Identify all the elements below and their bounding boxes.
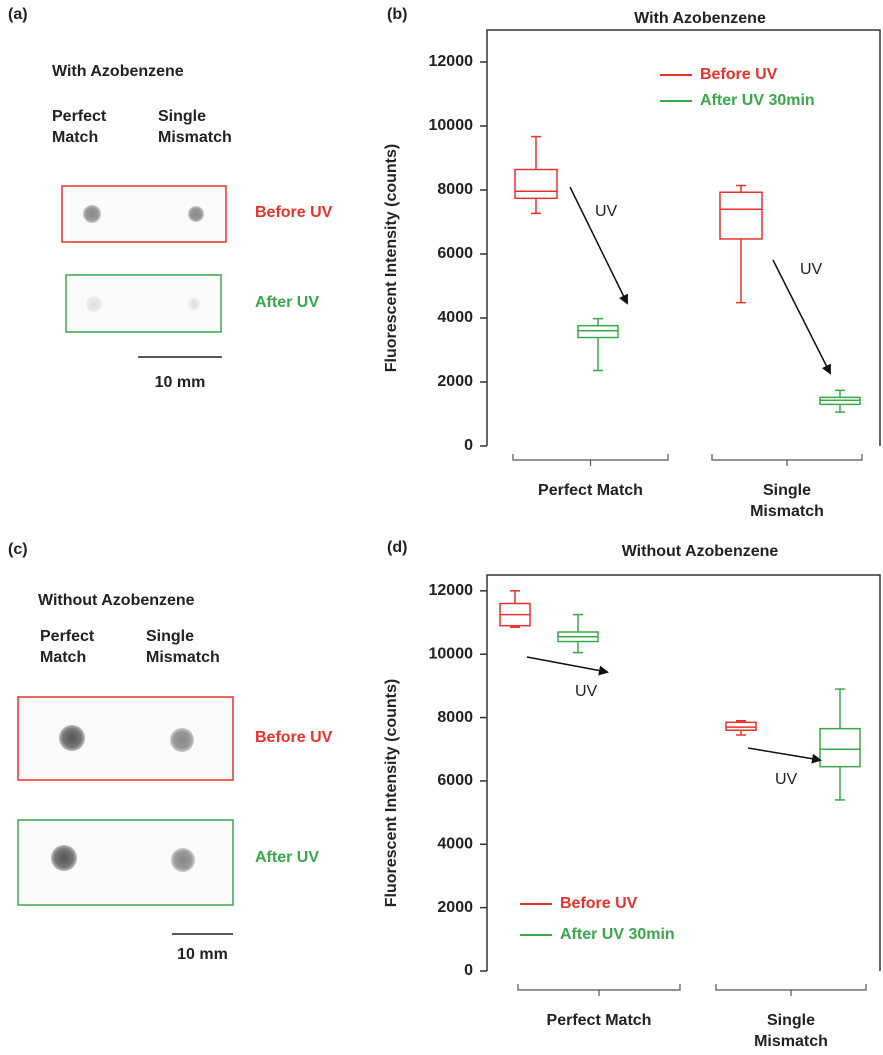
spot xyxy=(83,205,101,223)
y-tick-label: 8000 xyxy=(437,181,473,198)
column-label-box: Perfect Match xyxy=(52,106,152,152)
spot xyxy=(188,206,204,222)
photo-title: With Azobenzene xyxy=(52,63,184,80)
photo-title: Without Azobenzene xyxy=(38,592,195,609)
box xyxy=(515,170,557,199)
row-label: Before UV xyxy=(255,729,333,746)
panel-label: (a) xyxy=(8,6,28,23)
box xyxy=(578,326,618,338)
legend-label: After UV 30min xyxy=(560,926,675,943)
annotation: UV xyxy=(575,683,598,700)
legend-label: Before UV xyxy=(560,895,638,912)
y-tick-label: 0 xyxy=(464,962,473,979)
legend-label: After UV 30min xyxy=(700,92,815,109)
row-label: Before UV xyxy=(255,204,333,221)
spot xyxy=(188,298,200,310)
membrane-frame xyxy=(18,820,233,905)
column-label-box: Single Mismatch xyxy=(158,106,258,152)
spot xyxy=(51,845,77,871)
x-tick-label: Single Mismatch xyxy=(731,1010,851,1052)
y-tick-label: 4000 xyxy=(437,309,473,326)
uv-arrow xyxy=(527,657,607,672)
y-tick-label: 0 xyxy=(464,437,473,454)
column-label-box: Single Mismatch xyxy=(146,626,246,672)
column-label-box: Perfect Match xyxy=(40,626,140,672)
column-label: Single Mismatch xyxy=(158,106,258,148)
x-tick-label: Perfect Match xyxy=(539,1010,659,1031)
spot xyxy=(171,848,195,872)
scale-label: 10 mm xyxy=(155,374,206,391)
spot xyxy=(59,725,85,751)
box xyxy=(720,192,762,239)
y-tick-label: 10000 xyxy=(429,645,474,662)
y-tick-label: 4000 xyxy=(437,835,473,852)
chart-title: Without Azobenzene xyxy=(622,543,779,560)
column-label: Perfect Match xyxy=(40,626,140,668)
category-bracket xyxy=(712,454,862,466)
y-tick-label: 12000 xyxy=(429,582,474,599)
y-axis-label: Fluorescent Intensity (counts) xyxy=(383,144,400,372)
annotation: UV xyxy=(595,203,618,220)
x-tick-label-box: Perfect Match xyxy=(539,1010,659,1055)
y-tick-label: 10000 xyxy=(429,117,474,134)
axis-frame xyxy=(487,575,880,971)
annotation: UV xyxy=(800,261,823,278)
y-tick-label: 6000 xyxy=(437,245,473,262)
category-bracket xyxy=(716,984,866,996)
box xyxy=(820,729,860,767)
y-axis-label: Fluorescent Intensity (counts) xyxy=(383,679,400,907)
x-tick-label: Perfect Match xyxy=(531,480,651,501)
y-tick-label: 6000 xyxy=(437,772,473,789)
panel-label: (d) xyxy=(387,539,407,556)
column-label: Single Mismatch xyxy=(146,626,246,668)
x-tick-label-box: Single Mismatch xyxy=(727,480,847,526)
y-tick-label: 2000 xyxy=(437,899,473,916)
x-tick-label: Single Mismatch xyxy=(727,480,847,522)
spot xyxy=(170,728,194,752)
axis-frame xyxy=(487,30,880,446)
chart-title: With Azobenzene xyxy=(634,10,766,27)
annotation: UV xyxy=(775,771,798,788)
box xyxy=(726,722,756,730)
y-tick-label: 8000 xyxy=(437,709,473,726)
scale-label: 10 mm xyxy=(177,946,228,963)
x-tick-label-box: Single Mismatch xyxy=(731,1010,851,1055)
y-tick-label: 2000 xyxy=(437,373,473,390)
category-bracket xyxy=(513,454,668,466)
spot xyxy=(86,296,102,312)
row-label: After UV xyxy=(255,294,319,311)
figure: (a)With AzobenzenePerfect MatchSingle Mi… xyxy=(0,0,883,1055)
row-label: After UV xyxy=(255,849,319,866)
panel-label: (b) xyxy=(387,6,407,23)
y-tick-label: 12000 xyxy=(429,53,474,70)
category-bracket xyxy=(518,984,680,996)
column-label: Perfect Match xyxy=(52,106,152,148)
panel-label: (c) xyxy=(8,541,28,558)
x-tick-label-box: Perfect Match xyxy=(531,480,651,526)
membrane-frame xyxy=(18,697,233,780)
uv-arrow xyxy=(748,748,820,760)
legend-label: Before UV xyxy=(700,66,778,83)
